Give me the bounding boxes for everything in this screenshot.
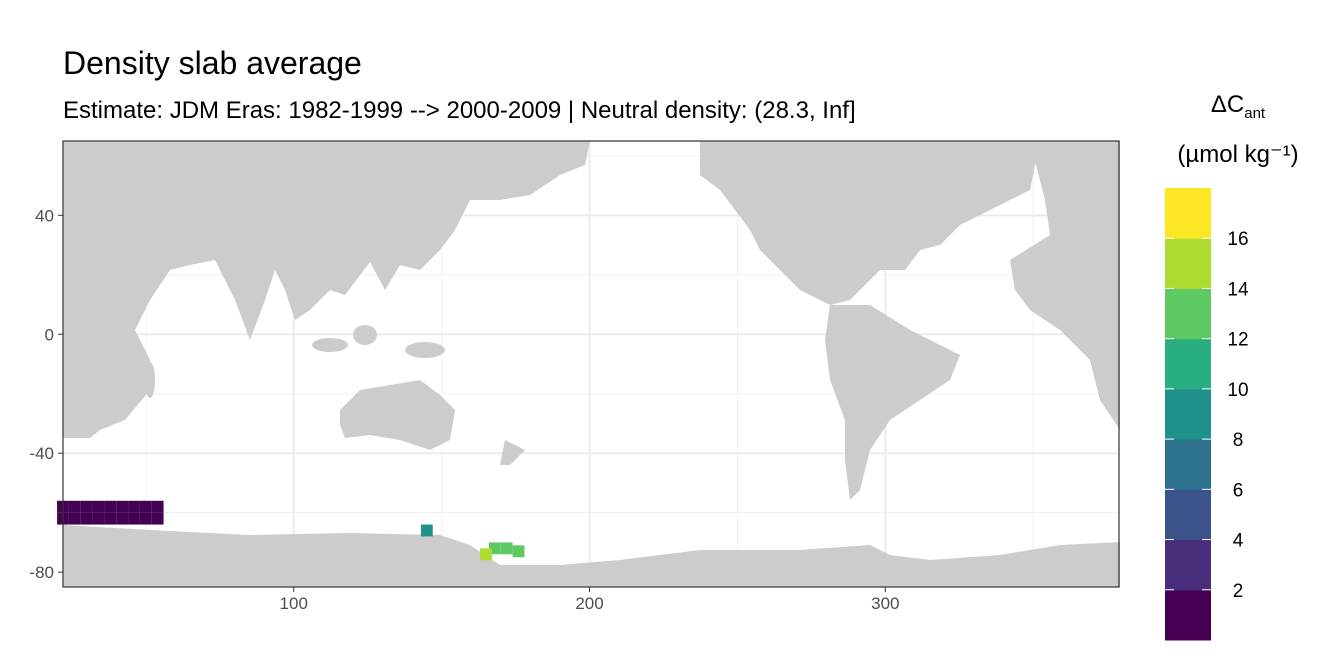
x-tick-label: 300 xyxy=(871,594,899,613)
cell xyxy=(92,500,105,513)
island xyxy=(405,342,445,358)
legend-swatch xyxy=(1165,489,1211,541)
legend-label: 4 xyxy=(1233,531,1244,552)
cell xyxy=(151,500,164,513)
legend-label: 2 xyxy=(1233,581,1244,602)
chart-title: Density slab average xyxy=(63,45,362,81)
cell xyxy=(480,548,492,561)
y-tick-label: 0 xyxy=(45,325,54,344)
legend-title: ΔCant xyxy=(1211,91,1266,122)
cell xyxy=(104,512,117,525)
legend-swatch xyxy=(1165,238,1211,289)
legend-swatch xyxy=(1165,439,1211,490)
cell xyxy=(80,500,93,513)
cell xyxy=(116,500,129,513)
island xyxy=(145,362,155,398)
north-america xyxy=(700,141,1040,305)
legend-swatch xyxy=(1165,188,1211,239)
cell xyxy=(139,500,152,513)
cell xyxy=(139,512,152,525)
legend-label: 14 xyxy=(1227,279,1249,300)
legend-label: 8 xyxy=(1233,430,1244,451)
legend-label: 10 xyxy=(1227,380,1248,401)
x-tick-label: 100 xyxy=(280,594,308,613)
cell xyxy=(92,512,105,525)
cell xyxy=(104,500,117,513)
south-america xyxy=(825,305,960,500)
island xyxy=(312,338,348,352)
legend-label: 6 xyxy=(1233,480,1244,501)
legend-swatch xyxy=(1165,388,1211,440)
land xyxy=(63,141,1120,587)
legend: 2 4 6 8 10 12 14 16 xyxy=(1165,188,1249,641)
x-tick-label: 200 xyxy=(575,594,603,613)
cell xyxy=(512,545,525,558)
legend-swatch xyxy=(1165,338,1211,390)
legend-swatch xyxy=(1165,288,1211,340)
cell xyxy=(128,500,140,513)
panel-border xyxy=(62,140,1120,588)
cell xyxy=(68,500,81,513)
cell xyxy=(151,512,164,525)
y-tick-label: -80 xyxy=(29,563,54,582)
y-tick-label: 40 xyxy=(35,206,54,225)
australia xyxy=(340,380,455,450)
chart-subtitle: Estimate: JDM Eras: 1982-1999 --> 2000-2… xyxy=(63,97,856,124)
cell xyxy=(128,512,140,525)
cell xyxy=(116,512,129,525)
antarctica xyxy=(63,525,1120,587)
europe-africa-east xyxy=(1010,141,1120,430)
y-tick-label: -40 xyxy=(29,444,54,463)
legend-title-sub: ant xyxy=(1244,105,1266,122)
cell xyxy=(68,512,81,525)
cell xyxy=(420,524,433,537)
cell xyxy=(500,542,513,555)
new-zealand xyxy=(500,440,525,465)
island xyxy=(353,325,377,345)
legend-swatch xyxy=(1165,589,1211,641)
cells xyxy=(57,500,525,561)
cell xyxy=(488,542,501,555)
eurasia-africa xyxy=(63,141,590,438)
legend-title-main: ΔC xyxy=(1211,91,1244,118)
legend-label: 16 xyxy=(1227,229,1248,250)
legend-unit: (µmol kg⁻¹) xyxy=(1177,141,1298,168)
legend-label: 12 xyxy=(1227,330,1248,351)
legend-swatch xyxy=(1165,539,1211,591)
cell xyxy=(80,512,93,525)
